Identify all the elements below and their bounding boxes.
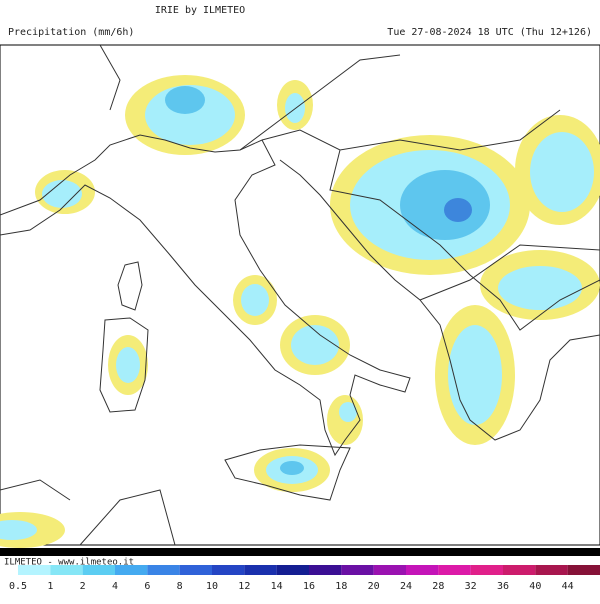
scale-label: 0.5 bbox=[9, 581, 27, 592]
scale-label: 8 bbox=[177, 581, 183, 592]
coastlines bbox=[0, 44, 600, 546]
scale-label: 2 bbox=[80, 581, 86, 592]
scale-swatch bbox=[147, 565, 180, 575]
scale-label: 28 bbox=[432, 581, 444, 592]
color-scale: 0.5 1 2 4 6 8 10 12 14 16 18 20 24 28 32 36 40 44 bbox=[9, 565, 600, 592]
scale-swatch bbox=[438, 565, 471, 575]
precipitation bbox=[0, 75, 600, 548]
scale-swatch bbox=[82, 565, 115, 575]
field-label: Precipitation (mm/6h) bbox=[8, 27, 134, 38]
scale-label: 44 bbox=[562, 581, 574, 592]
scale-label: 18 bbox=[335, 581, 347, 592]
scale-swatch bbox=[212, 565, 245, 575]
scale-label: 1 bbox=[47, 581, 53, 592]
credit-band bbox=[0, 548, 600, 556]
scale-label: 6 bbox=[144, 581, 150, 592]
scale-swatch bbox=[115, 565, 148, 575]
map-title: IRIE by ILMETEO bbox=[155, 5, 245, 16]
scale-swatch bbox=[244, 565, 277, 575]
scale-swatch bbox=[470, 565, 503, 575]
scale-label: 20 bbox=[368, 581, 380, 592]
scale-swatch bbox=[50, 565, 83, 575]
scale-swatch bbox=[567, 565, 600, 575]
scale-swatch bbox=[341, 565, 374, 575]
scale-swatch bbox=[179, 565, 212, 575]
scale-label: 40 bbox=[529, 581, 541, 592]
credit: ILMETEO - www.ilmeteo.it bbox=[4, 558, 134, 568]
scale-swatch bbox=[276, 565, 309, 575]
scale-swatch bbox=[309, 565, 342, 575]
scale-swatch bbox=[18, 565, 51, 575]
scale-label: 12 bbox=[238, 581, 250, 592]
scale-label: 32 bbox=[465, 581, 477, 592]
scale-swatch bbox=[406, 565, 439, 575]
scale-swatch bbox=[503, 565, 536, 575]
scale-label: 10 bbox=[206, 581, 218, 592]
scale-label: 4 bbox=[112, 581, 118, 592]
scale-label: 36 bbox=[497, 581, 509, 592]
scale-swatch bbox=[535, 565, 568, 575]
scale-label: 24 bbox=[400, 581, 412, 592]
valid-time: Tue 27-08-2024 18 UTC (Thu 12+126) bbox=[387, 27, 592, 38]
scale-swatch bbox=[373, 565, 406, 575]
scale-label: 14 bbox=[271, 581, 283, 592]
scale-label: 16 bbox=[303, 581, 315, 592]
